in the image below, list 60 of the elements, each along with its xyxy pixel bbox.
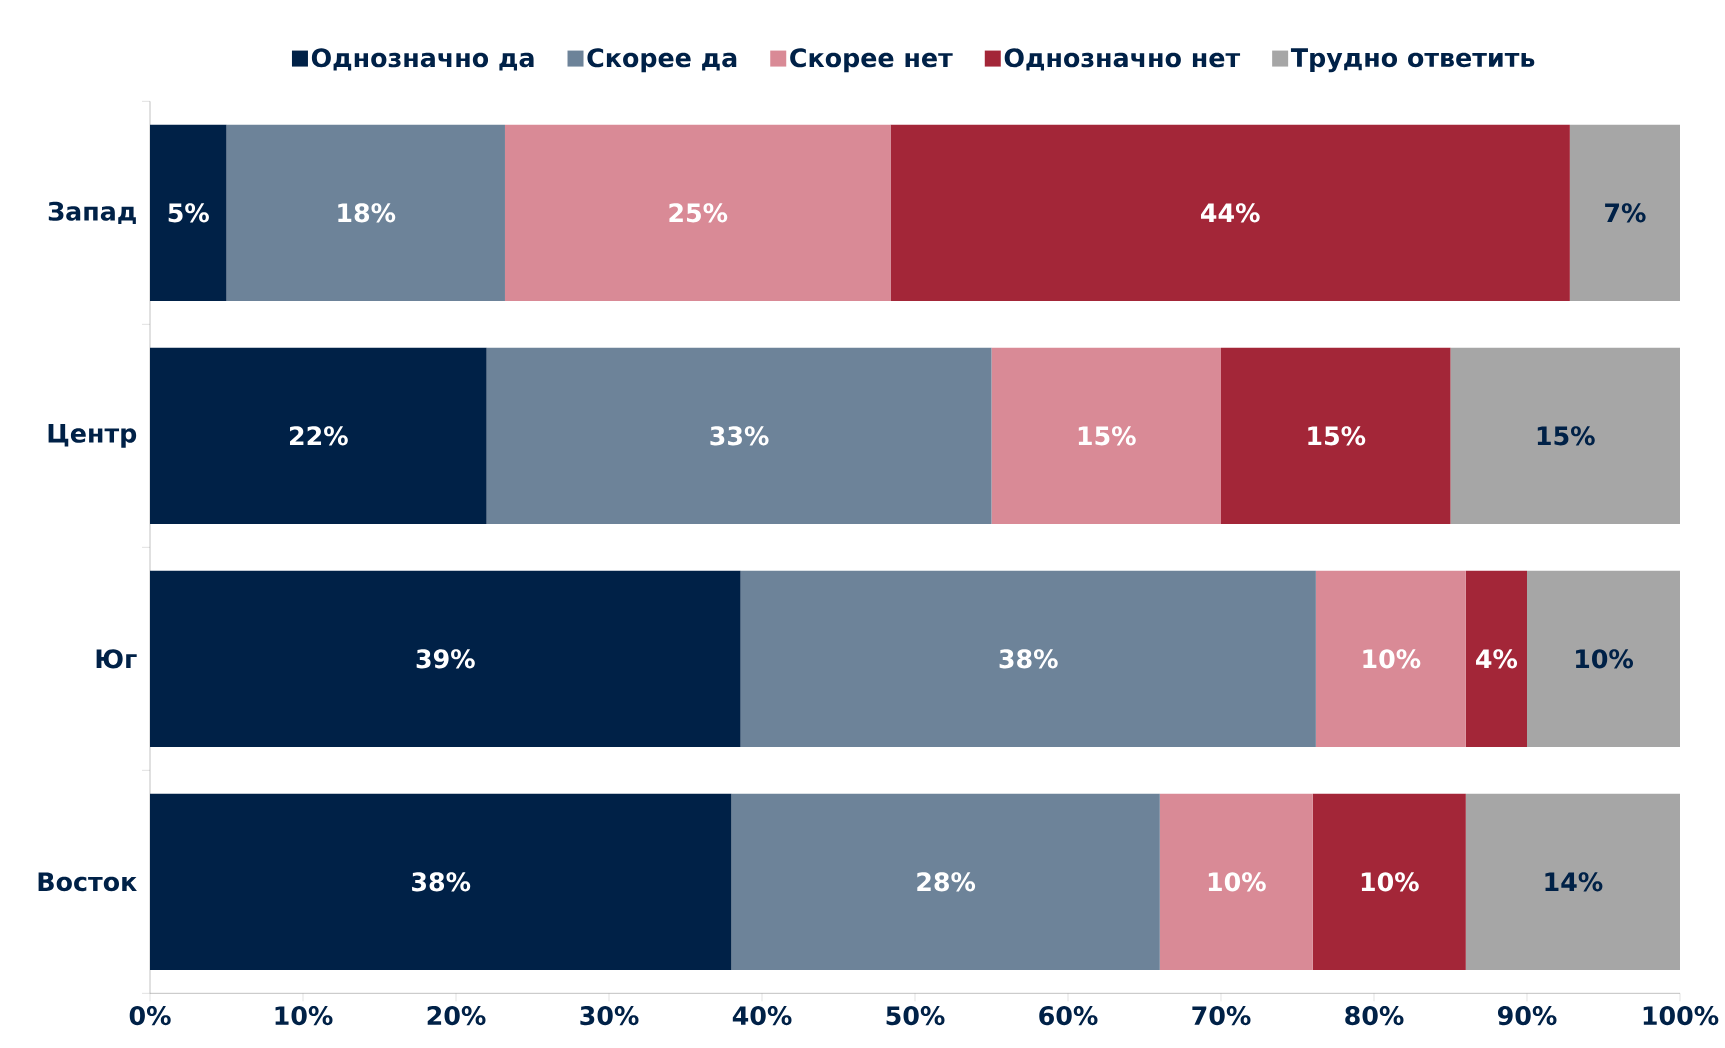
x-tick-label: 50% bbox=[886, 1006, 945, 1026]
data-label: 25% bbox=[669, 203, 728, 223]
legend-label: Скорее да bbox=[587, 48, 737, 73]
data-label: 10% bbox=[1576, 649, 1634, 669]
x-tick-label: 70% bbox=[1192, 1006, 1251, 1026]
data-label: 22% bbox=[290, 426, 348, 446]
x-tick-label: 0% bbox=[129, 1006, 171, 1026]
x-tick-label: 100% bbox=[1643, 1006, 1719, 1026]
y-tick-label: Юг bbox=[96, 649, 137, 669]
data-label: 5% bbox=[168, 203, 209, 223]
bar bbox=[731, 793, 1160, 970]
data-label: 44% bbox=[1200, 203, 1260, 223]
data-label: 39% bbox=[416, 649, 475, 669]
data-label: 15% bbox=[1308, 426, 1366, 446]
legend-label: Трудно ответить bbox=[1290, 48, 1535, 73]
data-label: 7% bbox=[1605, 203, 1646, 223]
legend-label: Однозначно нет bbox=[1004, 48, 1241, 71]
bar bbox=[1312, 793, 1466, 970]
bar bbox=[1569, 124, 1680, 301]
data-label: 10% bbox=[1208, 872, 1266, 892]
bar bbox=[150, 570, 741, 747]
bar bbox=[150, 793, 732, 970]
bar bbox=[504, 124, 891, 301]
bar bbox=[1527, 570, 1680, 747]
bar bbox=[486, 347, 992, 524]
data-label: 10% bbox=[1361, 872, 1419, 892]
bar bbox=[1221, 347, 1451, 524]
bar bbox=[226, 124, 505, 301]
bar bbox=[150, 124, 227, 301]
x-tick-label: 60% bbox=[1039, 1006, 1098, 1026]
bar bbox=[890, 124, 1570, 301]
bar bbox=[1465, 793, 1680, 970]
x-tick-label: 10% bbox=[275, 1006, 333, 1026]
bar bbox=[740, 570, 1316, 747]
data-label: 4% bbox=[1476, 649, 1518, 669]
y-tick-label: Центр bbox=[48, 423, 137, 448]
x-tick-label: 30% bbox=[580, 1006, 639, 1026]
data-label: 38% bbox=[412, 872, 471, 892]
data-label: 18% bbox=[338, 203, 396, 223]
data-label: 15% bbox=[1078, 426, 1136, 446]
y-tick-label: Восток bbox=[38, 872, 137, 892]
legend-label: Скорее нет bbox=[790, 48, 953, 73]
data-label: 38% bbox=[999, 649, 1058, 669]
y-tick-label: Запад bbox=[48, 201, 136, 224]
data-label: 14% bbox=[1545, 872, 1603, 892]
data-label: 15% bbox=[1537, 426, 1595, 446]
bar bbox=[150, 347, 487, 524]
x-tick-label: 20% bbox=[427, 1006, 486, 1026]
bar bbox=[1159, 793, 1313, 970]
legend-label: Однозначно да bbox=[311, 48, 534, 71]
data-label: 28% bbox=[917, 872, 976, 892]
x-tick-label: 80% bbox=[1345, 1006, 1404, 1026]
bar bbox=[1465, 570, 1527, 747]
bar bbox=[1450, 347, 1680, 524]
bar bbox=[991, 347, 1221, 524]
x-tick-label: 90% bbox=[1498, 1006, 1557, 1026]
data-label: 33% bbox=[710, 426, 769, 446]
data-label: 10% bbox=[1363, 649, 1421, 669]
x-tick-label: 40% bbox=[732, 1006, 792, 1026]
bar bbox=[1315, 570, 1466, 747]
